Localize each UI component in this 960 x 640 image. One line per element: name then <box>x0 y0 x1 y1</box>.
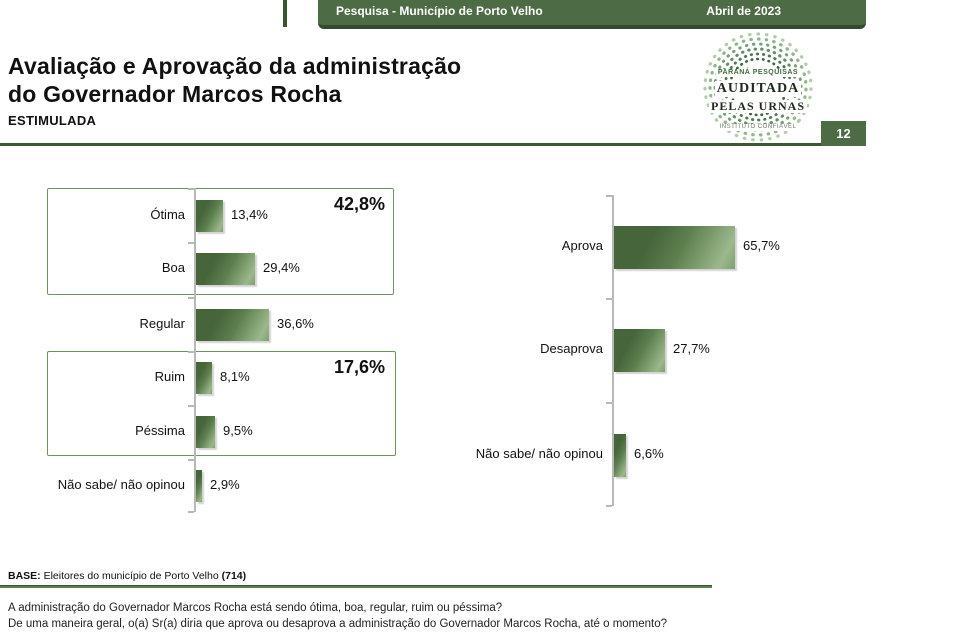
bar <box>614 328 665 372</box>
corner-mark <box>283 0 287 27</box>
axis-tick <box>188 242 194 244</box>
value-label: 6,6% <box>634 446 664 461</box>
base-count: (714) <box>221 570 247 582</box>
question-1: A administração do Governador Marcos Roc… <box>8 602 503 614</box>
value-label: 2,9% <box>210 477 240 492</box>
chart-axis <box>612 195 614 506</box>
axis-tick <box>188 459 194 461</box>
value-label: 9,5% <box>223 423 253 438</box>
category-label: Boa <box>161 260 185 275</box>
group-box-positive <box>47 188 394 295</box>
axis-tick <box>188 297 194 299</box>
base-label: BASE: <box>8 570 41 582</box>
logo-line3: PELAS URNAS <box>708 99 807 114</box>
header-date: Abril de 2023 <box>706 4 781 18</box>
bar <box>196 416 215 448</box>
title-block: Avaliação e Aprovação da administração d… <box>8 52 608 128</box>
header-bar: Pesquisa - Município de Porto Velho Abri… <box>318 0 866 29</box>
page-number-badge: 12 <box>821 121 866 146</box>
bar <box>196 200 223 232</box>
value-label: 27,7% <box>673 341 710 356</box>
evaluation-bar-chart: 42,8% 17,6% Ótima 13,4% Boa 29,4% Regular 36,… <box>0 185 460 530</box>
chart-axis <box>194 188 196 512</box>
group-total-negative: 17,6% <box>333 357 385 377</box>
header-rule <box>0 143 821 146</box>
value-label: 29,4% <box>263 260 300 275</box>
question-2: De uma maneira geral, o(a) Sr(a) diria q… <box>8 618 668 630</box>
page-title-line2: do Governador Marcos Rocha <box>8 81 342 107</box>
value-label: 8,1% <box>220 369 250 384</box>
axis-tick <box>188 405 194 407</box>
axis-tick <box>188 351 194 353</box>
logo-line4: INSTITUTO CONFIÁVEL <box>717 124 799 131</box>
category-label: Não sabe/ não opinou <box>57 477 185 492</box>
axis-tick <box>606 505 612 507</box>
category-label: Aprova <box>561 238 603 253</box>
approval-bar-chart: Aprova 65,7% Desaprova 27,7% Não sabe/ não o… <box>460 190 960 525</box>
axis-tick <box>606 298 612 300</box>
bar <box>196 470 202 502</box>
category-label: Ótima <box>150 207 185 222</box>
header-survey-title: Pesquisa - Município de Porto Velho <box>336 4 543 18</box>
category-label: Regular <box>139 316 185 331</box>
category-label: Desaprova <box>540 341 603 356</box>
axis-tick <box>606 195 612 197</box>
survey-questions: A administração do Governador Marcos Roc… <box>8 600 667 632</box>
logo-text: PARANÁ PESQUISAS AUDITADA PELAS URNAS IN… <box>695 61 821 133</box>
logo-line1: PARANÁ PESQUISAS <box>715 69 801 77</box>
group-total-positive: 42,8% <box>333 194 385 214</box>
value-label: 36,6% <box>277 316 314 331</box>
value-label: 13,4% <box>231 207 268 222</box>
category-label: Péssima <box>135 423 185 438</box>
value-label: 65,7% <box>743 238 780 253</box>
page-subtitle: ESTIMULADA <box>8 113 97 128</box>
bar <box>196 253 255 285</box>
bar <box>196 362 212 394</box>
bar <box>614 433 626 477</box>
logo-line2: AUDITADA <box>714 81 802 97</box>
category-label: Não sabe/ não opinou <box>475 446 603 461</box>
bar <box>196 309 269 341</box>
group-box-negative <box>47 351 396 456</box>
base-text: Eleitores do município de Porto Velho <box>40 570 222 582</box>
axis-tick <box>188 188 194 190</box>
axis-tick <box>188 511 194 513</box>
axis-tick <box>606 402 612 404</box>
page-title-line1: Avaliação e Aprovação da administração <box>8 53 462 79</box>
bar <box>614 225 735 269</box>
category-label: Ruim <box>154 369 185 384</box>
base-line: BASE: Eleitores do município de Porto Ve… <box>8 570 246 582</box>
footer-rule <box>0 585 712 588</box>
parana-pesquisas-logo: PARANÁ PESQUISAS AUDITADA PELAS URNAS IN… <box>695 27 821 149</box>
